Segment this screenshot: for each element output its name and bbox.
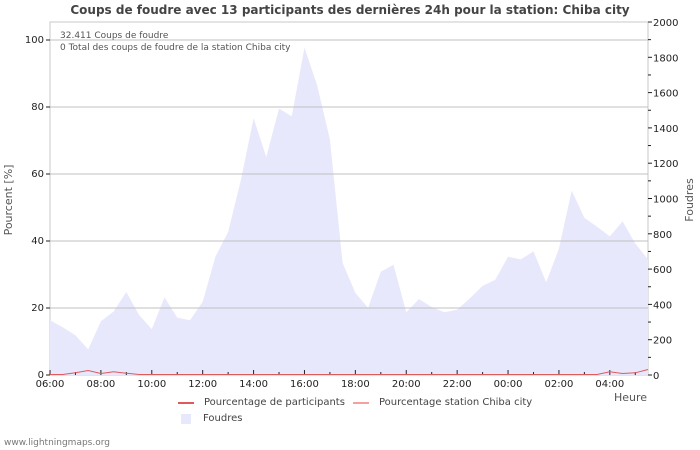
x-tick-label: 10:00 [137,379,166,390]
right-tick-label: 800 [653,230,672,241]
right-tick-label: 200 [653,336,672,347]
legend-station: Pourcentage station Chiba city [353,397,532,408]
chart-title: Coups de foudre avec 13 participants des… [70,3,630,17]
strikes-area [50,47,648,375]
right-tick-label: 1600 [653,89,678,100]
right-tick-label: 1400 [653,124,678,135]
legend-strikes: Foudres [178,413,242,424]
x-tick-label: 00:00 [494,379,523,390]
right-tick-label: 400 [653,300,672,311]
left-tick-label: 40 [31,236,44,247]
left-tick-label: 0 [38,370,44,381]
left-axis-label: Pourcent [%] [2,165,15,236]
x-tick-label: 04:00 [595,379,624,390]
x-tick-label: 06:00 [36,379,65,390]
x-tick-label: 12:00 [188,379,217,390]
legend-station-swatch [353,401,369,404]
right-tick-label: 1800 [653,53,678,64]
legend-participants: Pourcentage de participants [178,397,345,408]
x-tick-label: 08:00 [86,379,115,390]
legend-strikes-swatch [181,413,191,424]
x-tick-label: 18:00 [341,379,370,390]
legend-participants-label: Pourcentage de participants [204,397,345,408]
x-tick-label: 22:00 [443,379,472,390]
right-tick-label: 1200 [653,159,678,170]
right-tick-label: 0 [653,371,659,382]
left-tick-label: 80 [31,102,44,113]
left-tick-label: 100 [25,35,44,46]
x-tick-label: 16:00 [290,379,319,390]
right-axis-label: Foudres [683,178,696,222]
info-station-total: 0 Total des coups de foudre de la statio… [60,43,291,53]
participants-line [50,369,649,375]
x-tick-label: 14:00 [239,379,268,390]
right-tick-label: 2000 [653,18,678,29]
legend-participants-swatch [178,401,194,404]
info-strike-count: 32.411 Coups de foudre [60,31,169,41]
legend-strikes-label: Foudres [203,413,243,424]
legend-station-label: Pourcentage station Chiba city [379,397,533,408]
x-tick-label: 20:00 [392,379,421,390]
right-tick-label: 1000 [653,195,678,206]
right-tick-label: 600 [653,265,672,276]
x-tick-label: 02:00 [545,379,574,390]
left-tick-label: 20 [31,303,44,314]
x-axis-label: Heure [614,391,647,404]
left-tick-label: 60 [31,169,44,180]
footer-source: www.lightningmaps.org [4,438,110,448]
